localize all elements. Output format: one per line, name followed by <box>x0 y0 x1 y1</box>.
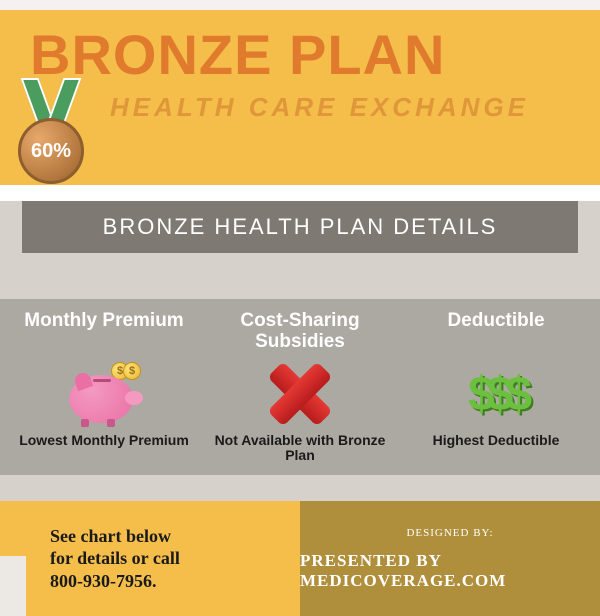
main-title: BRONZE PLAN <box>30 22 445 87</box>
cta-line: for details or call <box>50 547 284 570</box>
dollars-icon: $$$ <box>468 359 524 429</box>
card-monthly-premium: Monthly Premium $$ Lowest Monthly Premiu… <box>10 311 198 465</box>
x-mark-icon <box>268 359 332 429</box>
piggy-bank-icon: $$ <box>65 359 143 429</box>
card-caption: Highest Deductible <box>433 433 560 448</box>
card-title: Deductible <box>447 311 544 359</box>
medal-icon: 60% <box>20 78 82 128</box>
details-section: BRONZE HEALTH PLAN DETAILS Monthly Premi… <box>0 201 600 501</box>
cta-line: See chart below <box>50 525 284 548</box>
presented-by: PRESENTED BY MEDICOVERAGE.COM <box>300 551 600 591</box>
subtitle: HEALTH CARE EXCHANGE <box>110 92 529 123</box>
card-title: Monthly Premium <box>24 311 183 359</box>
card-caption: Not Available with Bronze Plan <box>206 433 394 464</box>
card-title: Cost-Sharing Subsidies <box>206 311 394 359</box>
header-panel: BRONZE PLAN HEALTH CARE EXCHANGE 60% <box>0 0 600 185</box>
medal-percent: 60% <box>18 118 84 184</box>
cards-row: Monthly Premium $$ Lowest Monthly Premiu… <box>0 299 600 475</box>
cta-phone: 800-930-7956. <box>50 570 284 593</box>
card-cost-sharing: Cost-Sharing Subsidies Not Available wit… <box>206 311 394 465</box>
footer-credits: DESIGNED BY: PRESENTED BY MEDICOVERAGE.C… <box>300 501 600 616</box>
card-caption: Lowest Monthly Premium <box>19 433 189 448</box>
card-deductible: Deductible $$$ Highest Deductible <box>402 311 590 465</box>
footer: See chart below for details or call 800-… <box>0 501 600 616</box>
details-heading: BRONZE HEALTH PLAN DETAILS <box>22 201 578 253</box>
footer-cta: See chart below for details or call 800-… <box>0 501 300 616</box>
designed-label: DESIGNED BY: <box>406 527 493 539</box>
